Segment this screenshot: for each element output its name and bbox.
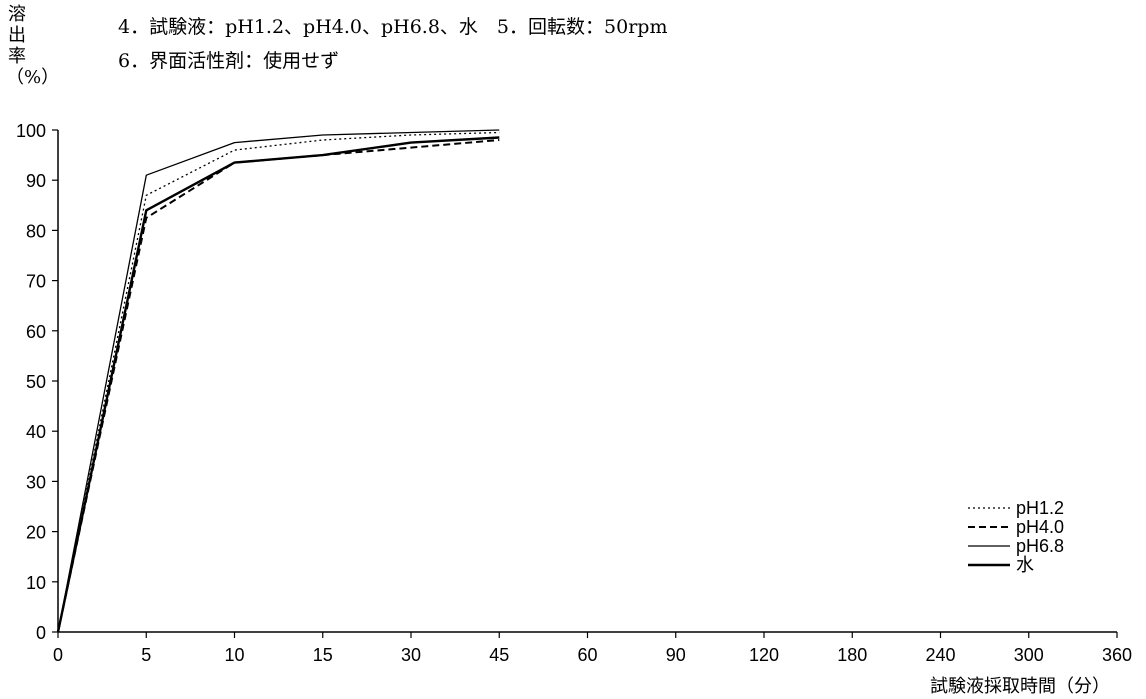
series-line-1 [57, 139, 500, 633]
test-conditions-line-1: 4．試験液：pH1.2、pH4.0、pH6.8、水 5．回転数：50rpm [118, 16, 668, 38]
x-tick-label: 30 [401, 645, 421, 665]
x-tick-label: 15 [313, 645, 333, 665]
y-tick-label: 30 [26, 472, 46, 492]
y-tick-label: 40 [26, 422, 46, 442]
x-tick-label: 60 [577, 645, 597, 665]
x-tick-label: 360 [1102, 645, 1132, 665]
y-axis-ticks: 0 10 20 30 40 50 60 70 80 90 100 [16, 121, 58, 643]
y-tick-label: 70 [26, 272, 46, 292]
y-tick-label: 10 [26, 573, 46, 593]
x-tick-label: 180 [837, 645, 867, 665]
x-tick-label: 45 [489, 645, 509, 665]
chart-series [56, 129, 500, 633]
x-axis-ticks: 0 5 10 15 30 45 60 90 120 180 240 300 360 [53, 632, 1132, 665]
x-tick-label: 90 [666, 645, 686, 665]
legend-label: pH1.2 [1016, 498, 1064, 518]
x-axis-label: 試験液採取時間（分） [930, 676, 1110, 697]
series-line-2 [57, 129, 500, 633]
test-conditions-line-2: 6．界面活性剤：使用せず [118, 50, 340, 72]
legend-label: 水 [1016, 555, 1034, 575]
x-tick-label: 0 [53, 645, 63, 665]
chart-axes [57, 130, 1117, 633]
y-tick-label: 50 [26, 372, 46, 392]
legend-label: pH6.8 [1016, 536, 1064, 556]
y-tick-label: 80 [26, 221, 46, 241]
x-tick-label: 240 [925, 645, 955, 665]
legend-label: pH4.0 [1016, 517, 1064, 537]
y-tick-label: 0 [36, 623, 46, 643]
x-tick-label: 5 [141, 645, 151, 665]
y-tick-label: 100 [16, 121, 46, 141]
series-line-0 [57, 131, 500, 633]
x-tick-label: 10 [224, 645, 244, 665]
y-tick-label: 20 [26, 523, 46, 543]
series-line-3 [56, 136, 500, 633]
x-tick-label: 300 [1014, 645, 1044, 665]
y-tick-label: 90 [26, 171, 46, 191]
y-tick-label: 60 [26, 322, 46, 342]
x-tick-label: 120 [749, 645, 779, 665]
